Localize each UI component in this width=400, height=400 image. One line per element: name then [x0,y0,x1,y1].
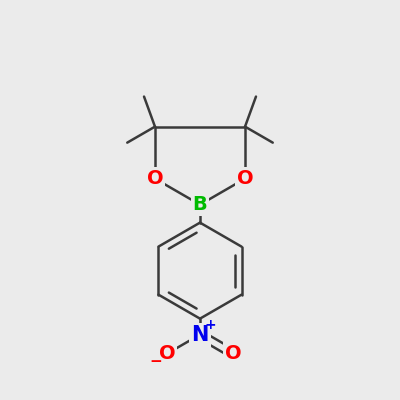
Text: −: − [150,354,162,369]
Text: O: O [237,169,253,188]
Text: O: O [159,344,176,363]
Text: B: B [193,195,207,214]
Text: O: O [224,344,241,363]
Text: +: + [204,318,216,332]
Text: N: N [191,325,209,345]
Text: O: O [147,169,163,188]
